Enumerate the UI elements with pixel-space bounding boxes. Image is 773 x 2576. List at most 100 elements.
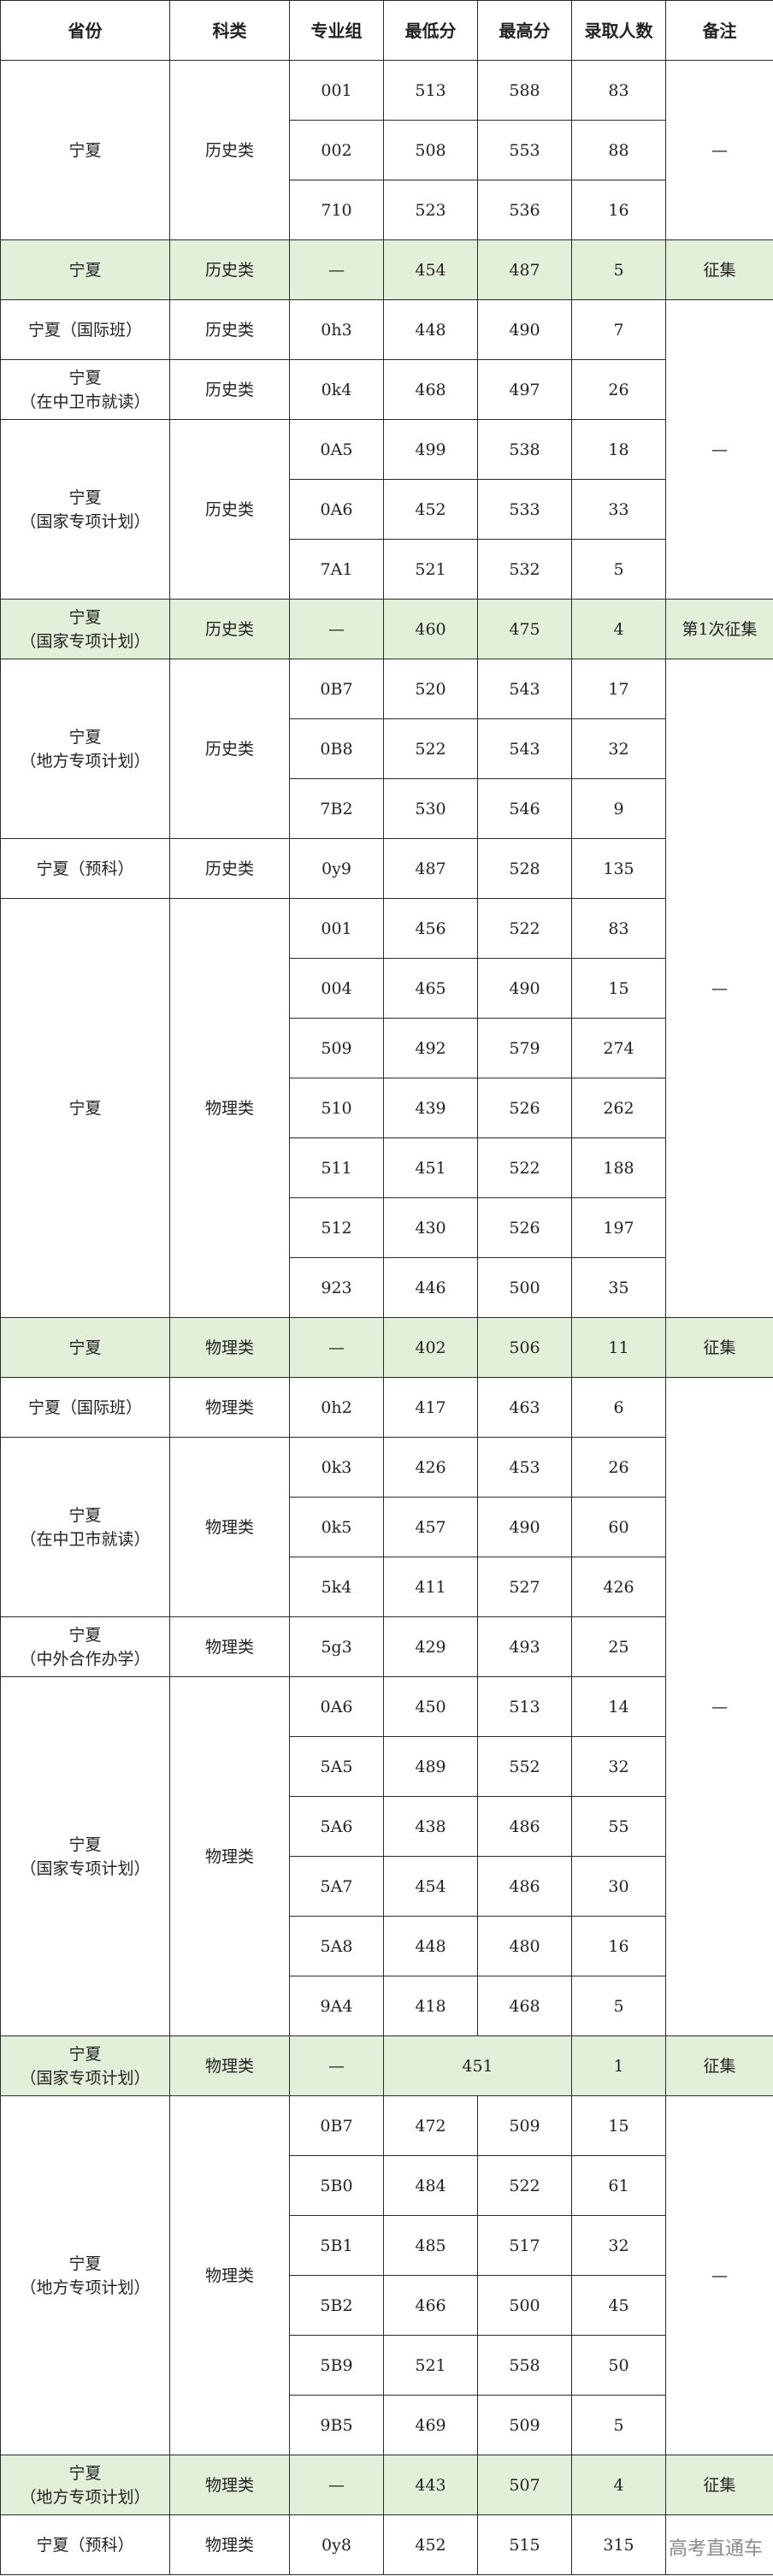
major-group-cell: —: [289, 1317, 384, 1378]
major-group-cell: 5A7: [289, 1856, 384, 1917]
max-score-cell: 506: [477, 1317, 572, 1378]
major-group-cell: 923: [289, 1257, 384, 1318]
admitted-count-cell: 32: [571, 718, 666, 779]
admitted-count-cell: 15: [571, 2095, 666, 2156]
major-group-cell: 0k3: [289, 1437, 384, 1498]
admitted-count-cell: 4: [571, 599, 666, 659]
remarks-cell: —: [665, 659, 773, 1318]
header-subject: 科类: [169, 0, 290, 61]
table-row: 710 523 536 16: [1, 180, 773, 240]
table-row: 宁夏 （国家专项计划） 历史类 —460 475 4 第1次征集: [0, 599, 773, 659]
max-score-cell: 513: [477, 1676, 572, 1737]
major-group-cell: 5A5: [289, 1736, 384, 1797]
header-max-score: 最高分: [477, 0, 572, 61]
min-score-cell: 438: [383, 1796, 478, 1857]
admitted-count-cell: 17: [571, 659, 666, 719]
max-score-cell: 517: [477, 2215, 572, 2276]
major-group-cell: 9A4: [289, 1976, 384, 2036]
major-group-cell: 0h3: [289, 299, 384, 360]
table-row: 9A4 418 468 5: [1, 1976, 773, 2036]
min-score-cell: 443: [383, 2455, 478, 2515]
max-score-cell: 546: [477, 778, 572, 839]
major-group-cell: 5A8: [289, 1916, 384, 1976]
province-cell: 宁夏: [0, 239, 170, 300]
max-score-cell: 533: [477, 479, 572, 540]
max-score-cell: 453: [477, 1437, 572, 1498]
table-row: 5k4 411 527 426: [1, 1557, 773, 1617]
table-row: 宁夏（国际班） 历史类 0h3 448 490 7—: [0, 299, 773, 600]
min-score-cell: 448: [383, 1916, 478, 1976]
min-score-cell: 520: [383, 659, 478, 719]
admitted-count-cell: 60: [571, 1497, 666, 1557]
subject-cell: 物理类: [169, 1377, 290, 1438]
score-cell: 451: [383, 2035, 572, 2096]
major-group-cell: 001: [289, 60, 384, 121]
table-row: 7A1 521 532 5: [1, 539, 773, 600]
subject-cell: 物理类: [169, 898, 290, 1318]
min-score-cell: 452: [383, 479, 478, 540]
min-score-cell: 439: [383, 1078, 478, 1138]
max-score-cell: 543: [477, 718, 572, 779]
remarks-cell: 征集: [665, 2035, 773, 2096]
major-group-cell: 512: [289, 1197, 384, 1258]
max-score-cell: 500: [477, 2275, 572, 2336]
max-score-cell: 558: [477, 2335, 572, 2396]
subject-cell: 历史类: [169, 239, 290, 300]
major-group-cell: 0A5: [289, 419, 384, 480]
table-row: 5B0 484 522 61: [1, 2155, 773, 2216]
table-body: 宁夏 历史类 001 513 588 83—002 508 553 88 710 523 536 16 宁…: [0, 60, 773, 2575]
min-score-cell: 466: [383, 2275, 478, 2336]
major-group-cell: 5g3: [289, 1616, 384, 1677]
admitted-count-cell: 83: [571, 60, 666, 121]
major-group-cell: 5A6: [289, 1796, 384, 1857]
admitted-count-cell: 5: [571, 539, 666, 600]
major-group-cell: —: [289, 239, 384, 300]
admitted-count-cell: 5: [571, 1976, 666, 2036]
province-cell: 宁夏: [0, 1317, 170, 1378]
major-group-cell: 5k4: [289, 1557, 384, 1617]
table-row: 5B9 521 558 50: [1, 2335, 773, 2396]
subject-cell: 历史类: [169, 299, 290, 360]
subject-cell: 物理类: [169, 1616, 290, 1677]
table-row: 宁夏 物理类 —402 506 11 征集: [0, 1317, 773, 1378]
major-group-cell: 0y8: [289, 2514, 384, 2575]
province-cell: 宁夏 （国家专项计划）: [0, 419, 170, 600]
table-row: 宁夏（国际班） 物理类 0h2 417 463 6—: [0, 1377, 773, 2036]
admitted-count-cell: 30: [571, 1856, 666, 1917]
max-score-cell: 486: [477, 1856, 572, 1917]
min-score-cell: 454: [383, 239, 478, 300]
table-row: 0B8 522 543 32: [1, 718, 773, 779]
major-group-cell: —: [289, 599, 384, 659]
max-score-cell: 509: [477, 2395, 572, 2455]
max-score-cell: 468: [477, 1976, 572, 2036]
min-score-cell: 499: [383, 419, 478, 480]
header-remarks: 备注: [665, 0, 773, 61]
remarks-cell: 征集: [665, 239, 773, 300]
subject-cell: 历史类: [169, 599, 290, 659]
major-group-cell: 5B9: [289, 2335, 384, 2396]
admitted-count-cell: 26: [571, 1437, 666, 1498]
min-score-cell: 492: [383, 1018, 478, 1078]
major-group-cell: 0k5: [289, 1497, 384, 1557]
admitted-count-cell: 15: [571, 958, 666, 1019]
admitted-count-cell: 25: [571, 1616, 666, 1677]
remarks-cell: —: [665, 2095, 773, 2455]
min-score-cell: 485: [383, 2215, 478, 2276]
table-row: 0A6 452 533 33: [1, 479, 773, 540]
min-score-cell: 457: [383, 1497, 478, 1557]
max-score-cell: 526: [477, 1078, 572, 1138]
table-row: 宁夏 物理类 001 456 522 83: [0, 898, 773, 1318]
table-row: 宁夏 （地方专项计划） 历史类 0B7 520 543 17—: [0, 659, 773, 1318]
max-score-cell: 463: [477, 1377, 572, 1438]
table-row: 宁夏 （国家专项计划） 物理类 —451 1 征集: [0, 2035, 773, 2096]
max-score-cell: 543: [477, 659, 572, 719]
major-group-cell: 9B5: [289, 2395, 384, 2455]
min-score-cell: 522: [383, 718, 478, 779]
subject-cell: 历史类: [169, 838, 290, 899]
admitted-count-cell: 16: [571, 180, 666, 240]
province-cell: 宁夏（预科）: [0, 838, 170, 899]
admitted-count-cell: 1: [571, 2035, 666, 2096]
table-row: 7B2 530 546 9: [1, 778, 773, 839]
admitted-count-cell: 35: [571, 1257, 666, 1318]
max-score-cell: 536: [477, 180, 572, 240]
